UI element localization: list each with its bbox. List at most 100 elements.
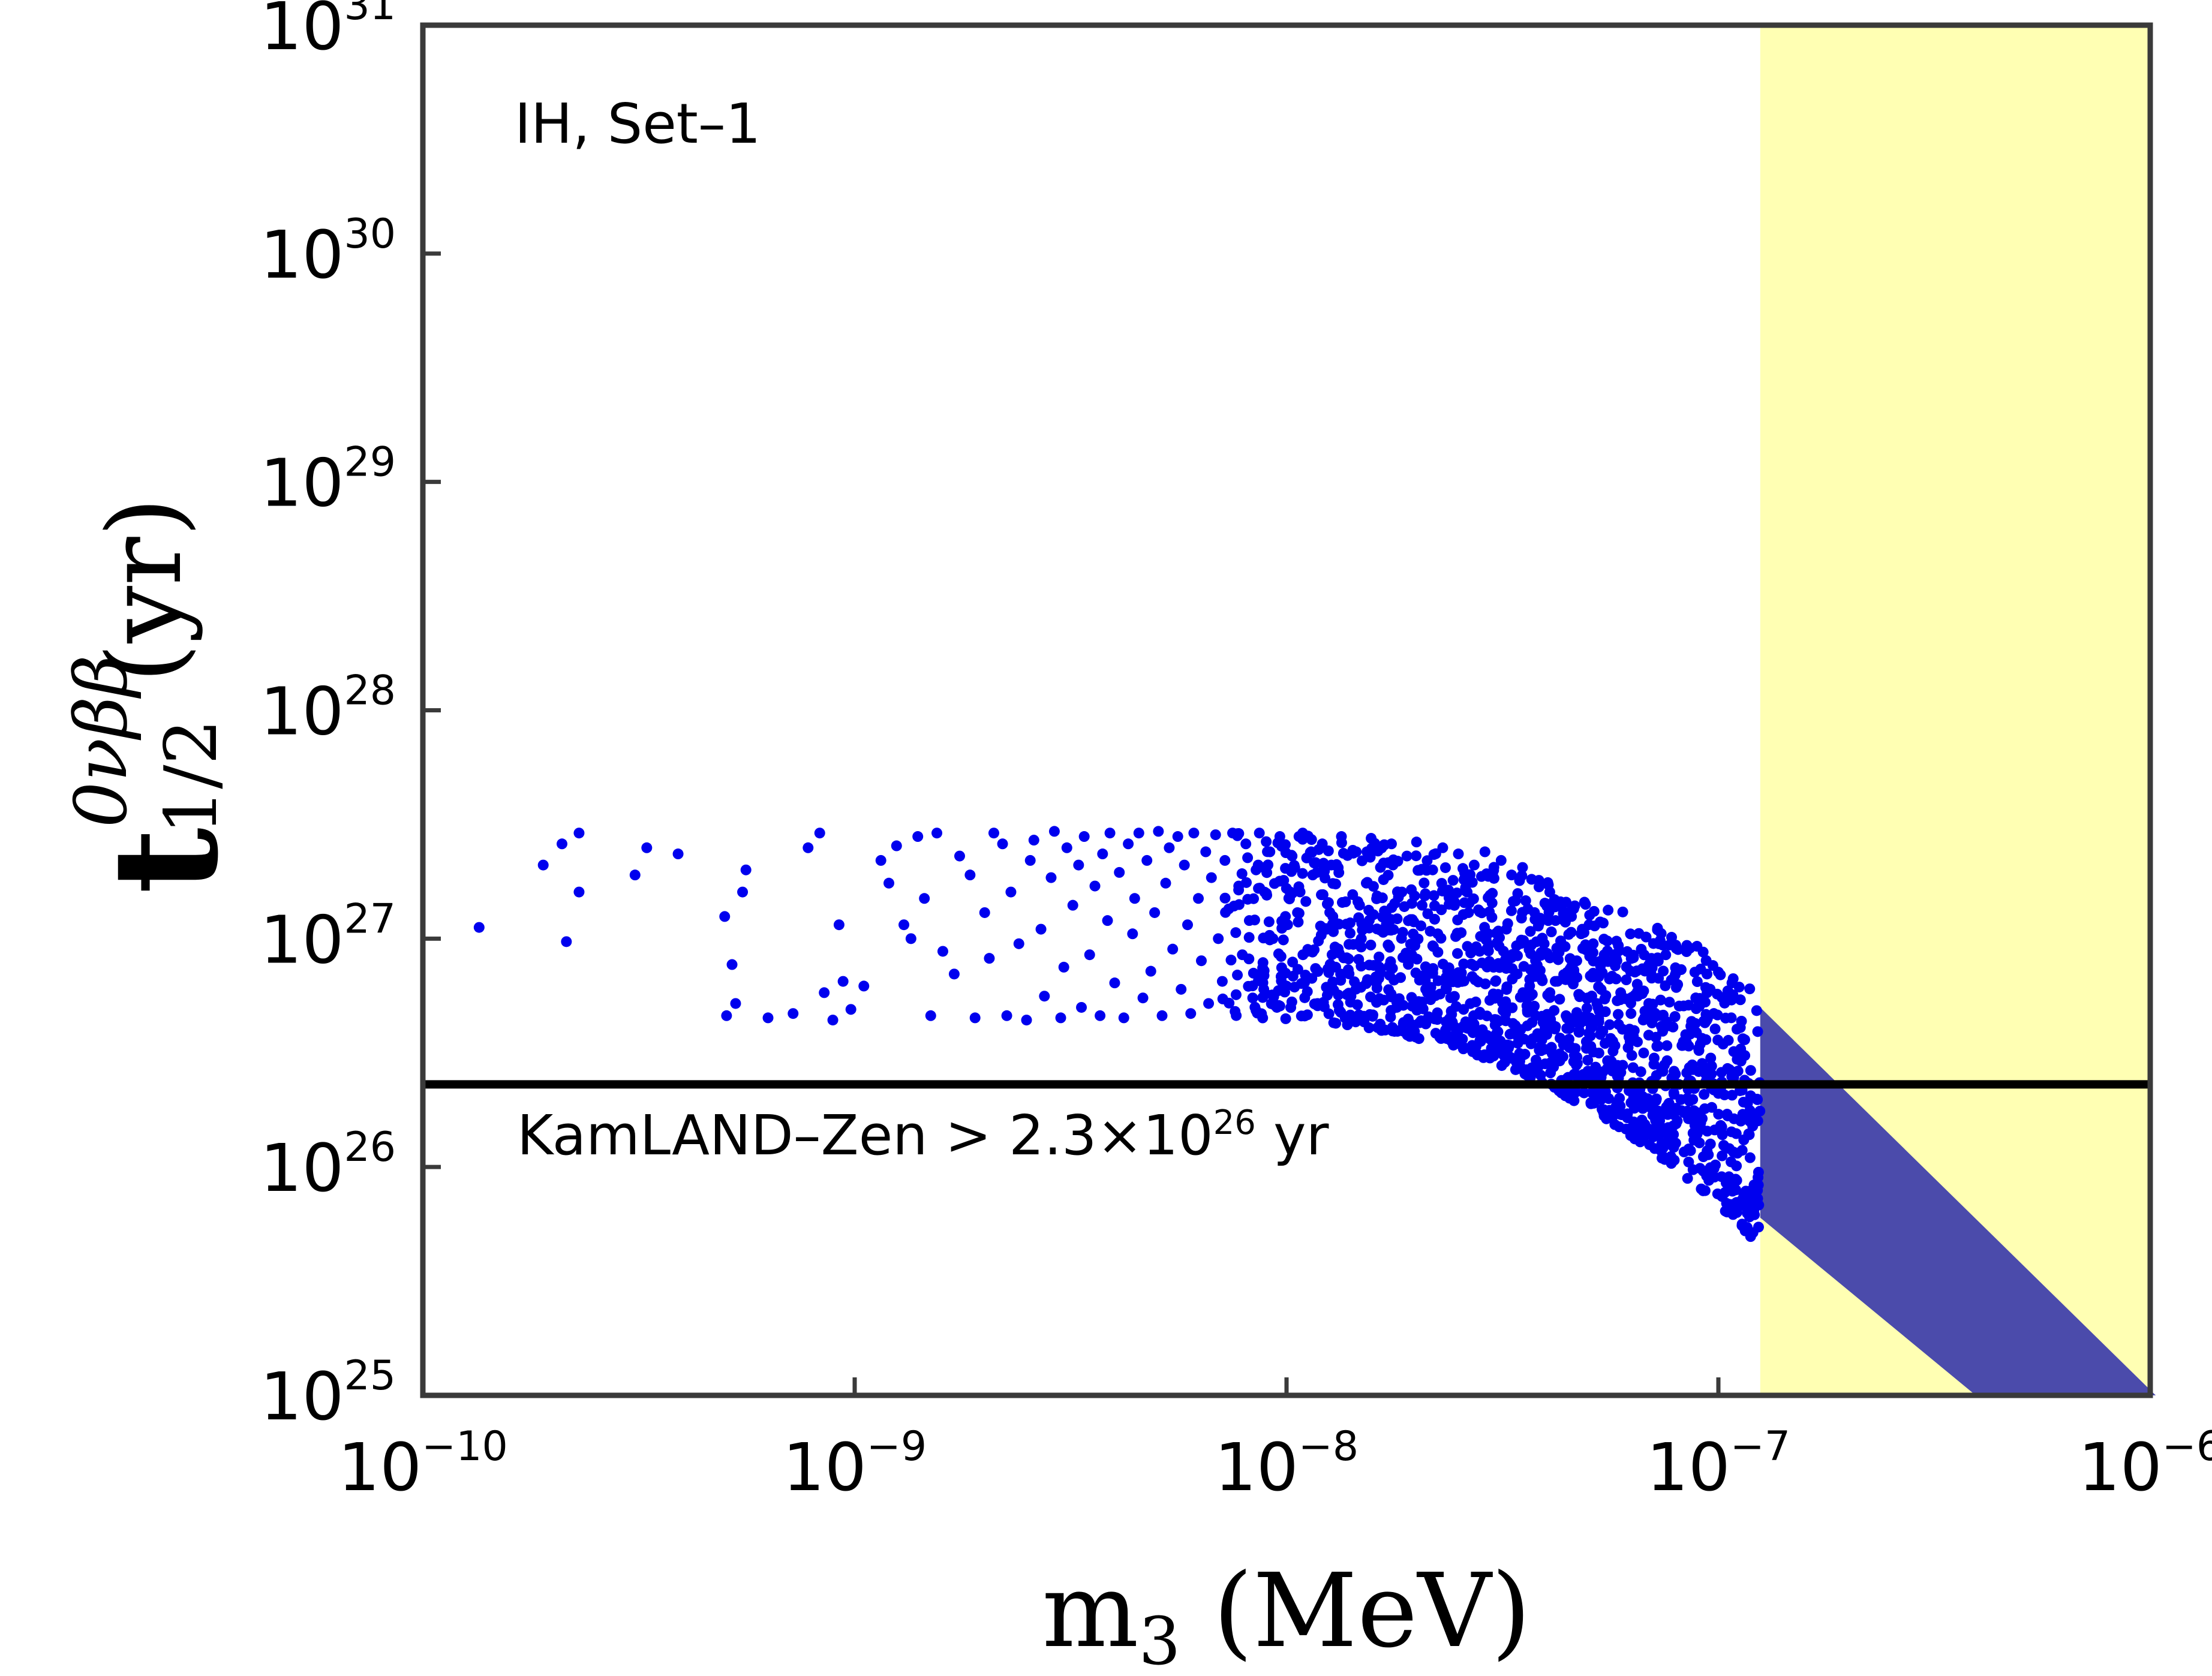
scatter-point: [1356, 933, 1367, 944]
scatter-point: [1356, 1011, 1368, 1022]
scatter-point: [1442, 884, 1454, 896]
y-tick-label: 1029: [260, 439, 396, 522]
scatter-point: [1232, 970, 1243, 981]
scatter-point: [1541, 1009, 1553, 1020]
scatter-point: [1274, 831, 1285, 842]
allowed-band: [1760, 1007, 2156, 1395]
scatter-point: [1493, 925, 1504, 937]
scatter-point: [1133, 828, 1144, 839]
scatter-point: [1693, 1066, 1705, 1077]
scatter-point: [1428, 849, 1439, 860]
scatter-point: [1359, 920, 1371, 931]
scatter-point: [997, 838, 1008, 850]
scatter-point: [1206, 872, 1217, 883]
scatter-point: [1453, 848, 1464, 860]
scatter-point: [1448, 1030, 1460, 1042]
scatter-point: [1542, 989, 1553, 1001]
scatter-point: [1731, 1024, 1742, 1035]
scatter-point: [1540, 1022, 1551, 1034]
scatter-point: [1533, 875, 1544, 886]
x-tick-label: 10−6: [2078, 1423, 2212, 1506]
scatter-point: [1374, 993, 1385, 1004]
scatter-point: [1621, 974, 1632, 986]
scatter-point: [1465, 947, 1477, 959]
scatter-point: [1356, 855, 1368, 866]
scatter-point: [858, 980, 870, 992]
scatter-point: [1416, 899, 1427, 911]
scatter-point: [1656, 1153, 1667, 1164]
scatter-point: [1446, 1009, 1457, 1020]
scatter-point: [1306, 973, 1318, 984]
x-tick-label: 10−8: [1215, 1423, 1359, 1506]
scatter-point: [1688, 1105, 1700, 1117]
scatter-point: [1550, 915, 1561, 926]
scatter-point: [1296, 1010, 1307, 1022]
scatter-point: [1436, 878, 1447, 889]
scatter-point: [1543, 950, 1554, 961]
scatter-point: [1411, 850, 1422, 862]
scatter-point: [1726, 994, 1737, 1006]
scatter-point: [1708, 1008, 1720, 1019]
scatter-point: [1028, 835, 1039, 846]
scatter-point: [905, 933, 916, 944]
scatter-point: [1401, 850, 1412, 862]
scatter-point: [1457, 1043, 1469, 1055]
scatter-point: [1278, 875, 1290, 886]
scatter-point: [1611, 1063, 1622, 1074]
scatter-point: [1672, 1105, 1684, 1116]
scatter-point: [1335, 974, 1347, 986]
scatter-point: [1389, 898, 1400, 909]
scatter-point: [1428, 890, 1439, 901]
scatter-point: [1593, 971, 1604, 983]
scatter-point: [1251, 864, 1262, 875]
scatter-point: [1013, 938, 1024, 949]
scatter-point: [1716, 1171, 1727, 1182]
scatter-point: [1045, 872, 1057, 883]
scatter-point: [1611, 935, 1622, 947]
scatter-point: [1502, 1039, 1513, 1051]
scatter-point: [1406, 949, 1417, 961]
scatter-point: [1514, 1048, 1525, 1059]
y-axis-ticks: 1025 1026 1027 1028 1029 1030 1031: [260, 0, 441, 1435]
scatter-point: [1203, 998, 1215, 1009]
scatter-point: [1195, 955, 1207, 967]
scatter-point: [1571, 955, 1582, 967]
scatter-point: [1463, 907, 1474, 918]
scatter-point: [1223, 903, 1234, 914]
scatter-point: [1743, 1226, 1754, 1238]
scatter-point: [1670, 1069, 1681, 1080]
scatter-point: [1625, 1130, 1636, 1141]
scatter-point: [1532, 920, 1544, 932]
scatter-point: [1339, 1012, 1351, 1024]
scatter-point: [1243, 932, 1255, 943]
scatter-point: [1039, 991, 1050, 1002]
scatter-point: [1512, 950, 1523, 961]
scatter-point: [1577, 923, 1588, 935]
scatter-point: [1224, 997, 1235, 1009]
scatter-point: [1230, 1006, 1241, 1017]
scatter-point: [1474, 1007, 1486, 1018]
scatter-point: [737, 886, 749, 898]
scatter-point: [1672, 944, 1684, 955]
scatter-point: [1395, 972, 1406, 983]
scatter-point: [573, 886, 585, 898]
scatter-point: [1669, 1154, 1680, 1166]
dense-scatter-region: [1217, 828, 1766, 1242]
scatter-point: [1323, 845, 1334, 857]
scatter-point: [1345, 991, 1357, 1002]
scatter-point: [1525, 1038, 1537, 1049]
scatter-point: [1736, 1145, 1748, 1156]
scatter-point: [1612, 1009, 1624, 1020]
y-tick-label: 1026: [260, 1124, 396, 1206]
scatter-point: [1639, 965, 1651, 977]
scatter-point: [1541, 901, 1553, 912]
x-axis-title: m3 (MeV): [1042, 1552, 1531, 1676]
scatter-point: [1554, 994, 1565, 1005]
scatter-point: [1330, 961, 1342, 973]
scatter-point: [1701, 1171, 1712, 1182]
scatter-point: [1406, 992, 1417, 1003]
scatter-point: [1530, 1065, 1541, 1076]
scatter-point: [1439, 862, 1451, 873]
scatter-point: [1549, 976, 1561, 987]
scatter-point: [1280, 1013, 1291, 1024]
